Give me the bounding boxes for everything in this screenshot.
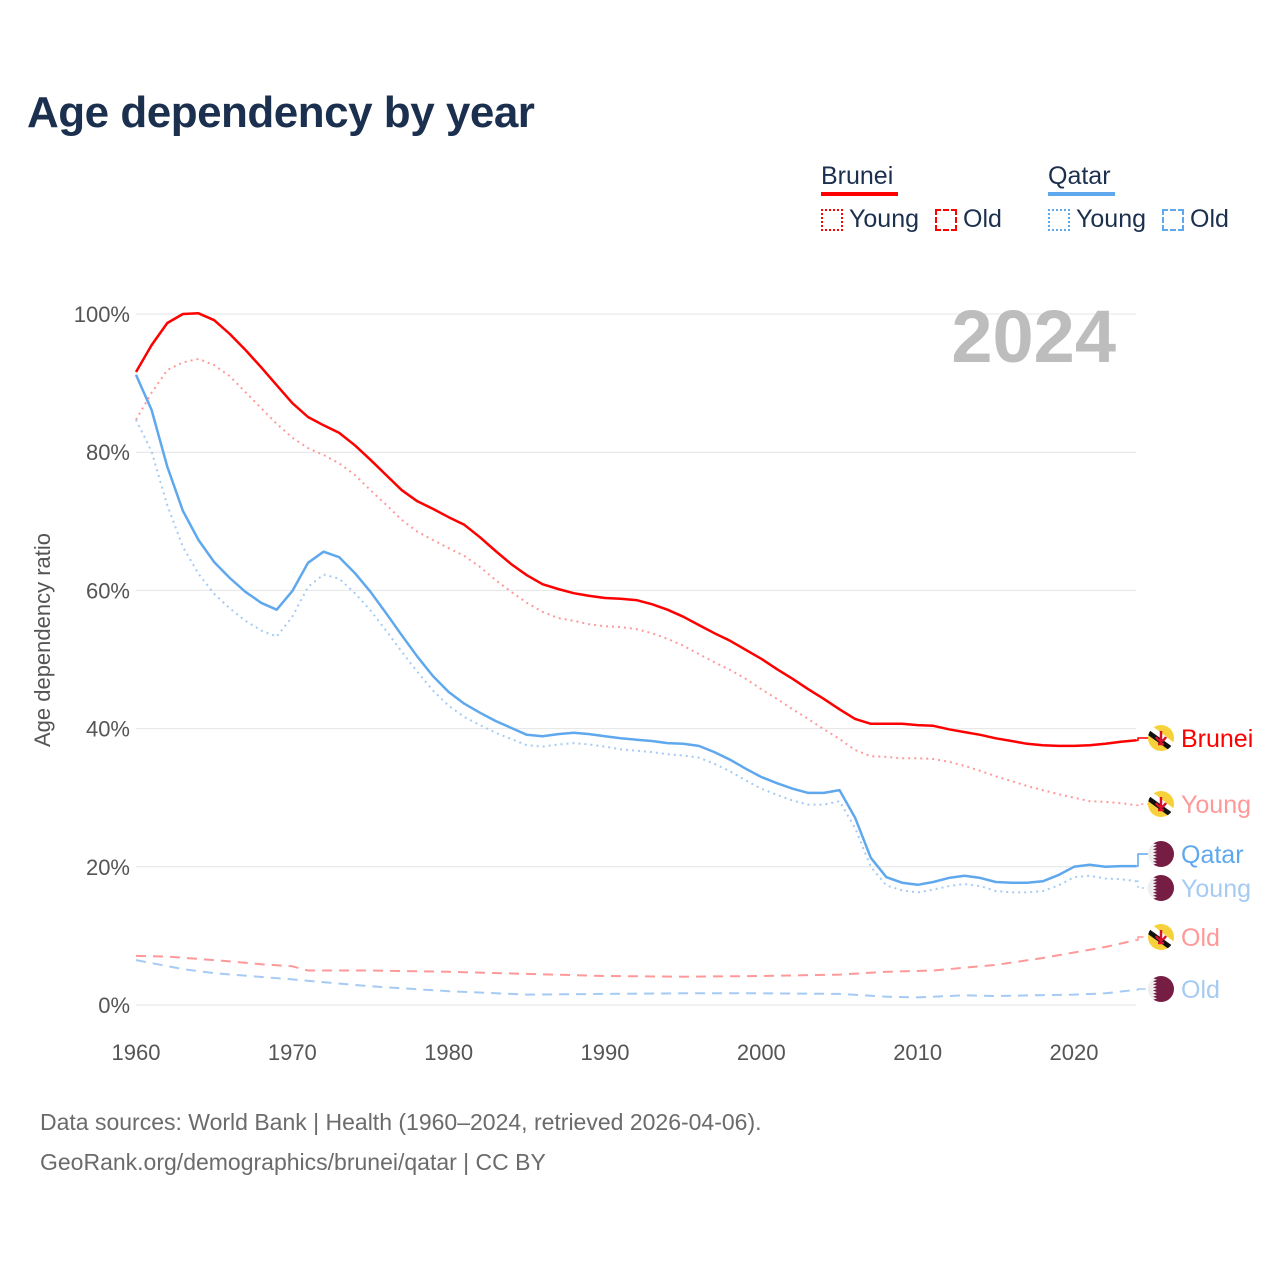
legend-dashed-swatch	[1162, 208, 1184, 231]
y-tick-label: 80%	[86, 440, 130, 465]
legend-brunei-swatch	[821, 192, 898, 196]
series-line-brunei-young[interactable]	[135, 357, 1137, 807]
series-line-brunei[interactable]	[134, 312, 1137, 748]
label-connector	[1136, 853, 1148, 867]
x-tick-label: 2000	[737, 1040, 786, 1065]
series-line-qatar[interactable]	[134, 374, 1137, 887]
x-tick-label: 2020	[1050, 1040, 1099, 1065]
qatar-flag-icon	[1148, 841, 1174, 867]
legend-qatar-name: Qatar	[1048, 162, 1111, 190]
x-tick-label: 1970	[268, 1040, 317, 1065]
x-tick-label: 1990	[581, 1040, 630, 1065]
end-label: Brunei	[1181, 725, 1253, 753]
series-line-brunei-old[interactable]	[135, 939, 1137, 978]
x-tick-label: 1980	[424, 1040, 473, 1065]
y-tick-label: 100%	[74, 302, 130, 327]
series-line-qatar-old[interactable]	[135, 959, 1137, 999]
brunei-flag-icon	[1148, 791, 1174, 817]
legend-brunei-name: Brunei	[821, 162, 894, 190]
legend-dotted-swatch	[1048, 208, 1070, 231]
end-label: Young	[1181, 875, 1251, 903]
legend-qatar-old[interactable]: Old	[1190, 205, 1229, 233]
brunei-flag-icon	[1148, 725, 1174, 751]
legend-qatar-young[interactable]: Young	[1076, 205, 1146, 233]
y-tick-label: 40%	[86, 717, 130, 742]
footer-credit[interactable]: GeoRank.org/demographics/brunei/qatar | …	[40, 1149, 546, 1175]
qatar-flag-icon	[1148, 875, 1174, 901]
y-tick-label: 60%	[86, 578, 130, 603]
legend-brunei[interactable]: Brunei Young Old	[821, 162, 1018, 234]
label-connector	[1136, 988, 1148, 991]
end-label: Young	[1181, 791, 1251, 819]
end-label: Old	[1181, 976, 1220, 1004]
legend-dotted-swatch	[821, 208, 843, 231]
y-axis-label: Age dependency ratio	[30, 533, 55, 747]
label-connector	[1136, 880, 1148, 889]
x-tick-label: 1960	[112, 1040, 161, 1065]
qatar-flag-icon	[1148, 976, 1174, 1002]
legend-dashed-swatch	[935, 208, 957, 231]
legend-qatar[interactable]: Qatar Young Old	[1048, 162, 1245, 234]
legend-qatar-swatch	[1048, 192, 1115, 196]
legend-brunei-old[interactable]: Old	[963, 205, 1002, 233]
label-connector	[1136, 936, 1148, 941]
chart-title: Age dependency by year	[27, 88, 535, 137]
year-watermark: 2024	[951, 295, 1116, 378]
brunei-flag-icon	[1148, 924, 1174, 950]
end-label: Old	[1181, 924, 1220, 952]
label-connector	[1136, 737, 1148, 742]
y-tick-label: 20%	[86, 855, 130, 880]
legend-brunei-young[interactable]: Young	[849, 205, 919, 233]
end-label: Qatar	[1181, 841, 1244, 869]
y-tick-label: 0%	[98, 993, 130, 1018]
footer-sources: Data sources: World Bank | Health (1960–…	[40, 1109, 762, 1135]
label-connector	[1136, 803, 1148, 807]
line-chart: 0% 20% 40% 60% 80% 100% 1960 1970 1980 1990 2000 20…	[30, 295, 1253, 1065]
series-line-qatar-young[interactable]	[135, 419, 1137, 894]
x-tick-label: 2010	[893, 1040, 942, 1065]
